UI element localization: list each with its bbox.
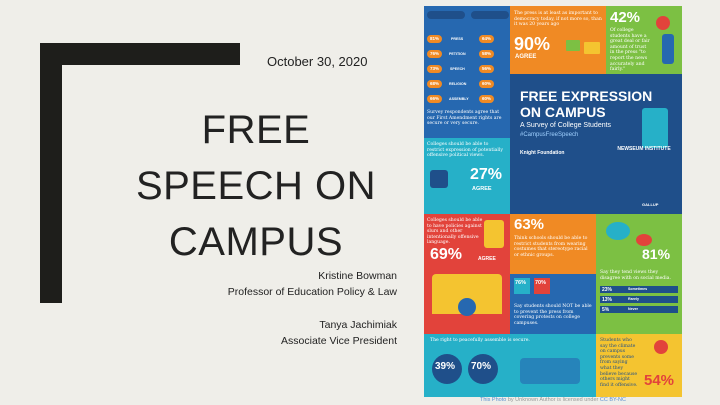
knight-logo: Knight Foundation [520,150,565,156]
freedom-3-v1: 73% [427,65,443,73]
social-text: Say they tend views they disagree with o… [600,270,671,281]
freedom-4-v2: 60% [479,80,495,88]
protest-pct-1: 76% [515,280,527,286]
decorative-bracket-horizontal [40,43,240,65]
image-caption: This Photo by Unknown Author is licensed… [424,397,682,403]
climate-text: Students who say the climate on campus p… [600,338,638,388]
social-bar-1-v: 23% [602,286,613,293]
press-text: The press is at least as important to de… [514,11,602,28]
newseum-logo: NEWSEUM INSTITUTE [617,146,671,152]
costume-text: Think schools should be able to restrict… [514,236,588,258]
freedom-4-label: RELIGION [449,82,467,86]
social-bar-1-l: Sometimes [628,287,648,291]
freedom-5-v2: 60% [479,95,495,103]
freedom-2-label: PETITION [449,52,466,56]
headline-2: ON CAMPUS [520,104,606,120]
headline-panel: FREE EXPRESSION ON CAMPUS A Survey of Co… [510,74,682,214]
news-panel: 42% Of college students have a great dea… [606,6,682,74]
slide-date: October 30, 2020 [267,54,368,69]
title-line-3: CAMPUS [168,220,344,264]
protest-pct-2: 70% [535,280,547,286]
title-line-1: FREE [201,108,311,152]
freedom-3-label: SPEECH [450,67,465,71]
freedom-5-v1: 66% [427,95,443,103]
photo-link[interactable]: This Photo [480,397,507,403]
climate-pct: 54% [644,372,675,389]
freedom-1-label: PRESS [451,37,464,41]
freedom-5-label: ASSEMBLY [449,97,469,101]
news-pct: 42% [610,9,641,26]
policy-pct: 69% [430,246,463,263]
assemble-panel: The right to peacefully assemble is secu… [424,334,596,397]
hashtag: #CampusFreeSpeech [520,132,579,138]
freedom-3-v2: 56% [479,65,495,73]
social-bar-2-l: Rarely [628,297,639,301]
freedom-2-v1: 76% [427,50,443,58]
caption-middle: by Unknown Author is licensed under [506,397,600,403]
news-text: Of college students have a great deal or… [610,28,650,73]
coauthor-name: Tanya Jachimiak [319,319,397,331]
assemble-text: The right to peacefully assemble is secu… [430,338,530,343]
author-block[interactable]: Kristine Bowman Professor of Education P… [228,268,397,349]
costume-pct: 63% [514,216,545,233]
social-pct: 81% [642,246,671,262]
slide-title[interactable]: FREE SPEECH ON CAMPUS [96,102,416,270]
author-role: Professor of Education Policy & Law [227,286,397,298]
infographic-image[interactable]: 81% PRESS 64% 76% PETITION 58% 73% SPEEC… [424,6,682,397]
policy-text: Colleges should be able to have policies… [427,218,483,246]
freedom-4-v1: 68% [427,80,443,88]
coauthor-role: Associate Vice President [281,335,397,347]
author-name: Kristine Bowman [318,270,397,282]
press-pct: 90% [514,34,551,54]
press-panel: The press is at least as important to de… [510,6,606,74]
freedoms-text: Survey respondents agree that our First … [427,110,502,127]
license-link[interactable]: CC BY-NC [599,397,626,403]
social-panel: 81% Say they tend views they disagree wi… [596,214,682,334]
social-bar-3-l: Never [628,307,638,311]
press-agree: AGREE [515,54,537,60]
freedom-2-v2: 58% [479,50,495,58]
headline-1: FREE EXPRESSION [520,88,653,104]
protest-panel: 76% 70% Say students should NOT be able … [510,274,596,334]
protest-text: Say students should NOT be able to preve… [514,304,592,326]
restrict-agree: AGREE [472,186,492,192]
title-line-2: SPEECH ON [135,164,377,208]
freedom-1-v1: 81% [427,35,443,43]
restrict-panel: Colleges should be able to restrict expr… [424,138,510,214]
policy-panel: Colleges should be able to have policies… [424,214,510,334]
assemble-pct-2: 70% [471,361,492,372]
assemble-pct-1: 39% [435,361,456,372]
headline-sub: A Survey of College Students [520,122,612,129]
costume-panel: 63% Think schools should be able to rest… [510,214,596,274]
social-bar-2-v: 13% [602,296,613,303]
freedoms-panel: 81% PRESS 64% 76% PETITION 58% 73% SPEEC… [424,6,510,138]
policy-agree: AGREE [478,256,496,262]
gallup-logo: GALLUP [642,202,659,207]
climate-panel: Students who say the climate on campus p… [596,334,682,397]
decorative-bracket-vertical [40,43,62,303]
freedom-1-v2: 64% [479,35,495,43]
restrict-text: Colleges should be able to restrict expr… [427,142,503,159]
social-bar-3-v: 5% [602,306,610,313]
restrict-pct: 27% [470,166,503,183]
